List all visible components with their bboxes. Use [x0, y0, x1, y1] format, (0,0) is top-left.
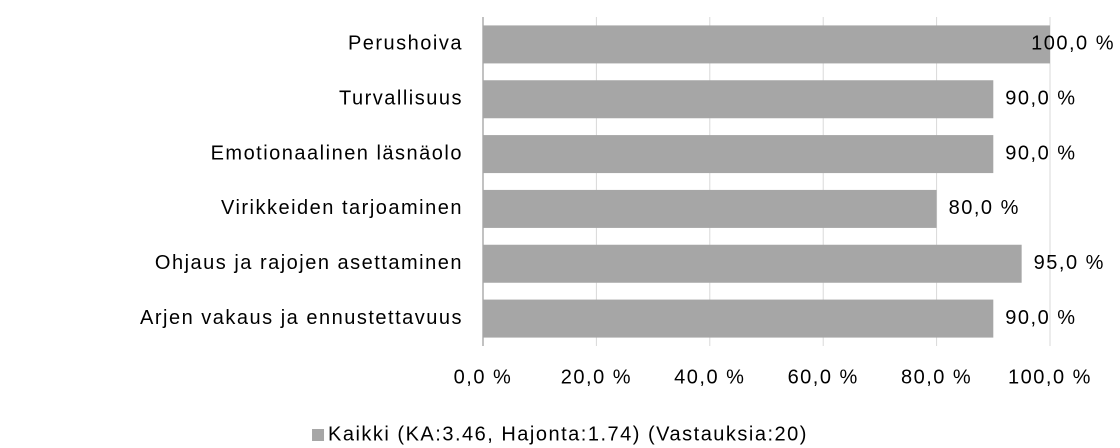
data-label: 90,0 % [1005, 142, 1076, 164]
bar [483, 299, 994, 338]
x-tick-label: 60,0 % [788, 366, 859, 388]
y-tick-label: Ohjaus ja rajojen asettaminen [155, 252, 463, 274]
legend-label: Kaikki (KA:3.46, Hajonta:1.74) (Vastauks… [328, 423, 808, 445]
data-label: 90,0 % [1005, 88, 1076, 110]
y-tick-label: Turvallisuus [339, 88, 463, 110]
bar [483, 80, 994, 119]
data-label: 95,0 % [1034, 252, 1105, 274]
x-tick-label: 80,0 % [901, 366, 972, 388]
data-label: 80,0 % [949, 197, 1020, 219]
bar [483, 189, 937, 228]
x-tick-label: 0,0 % [454, 366, 513, 388]
y-tick-label: Perushoiva [348, 33, 463, 55]
y-tick-label: Virikkeiden tarjoaminen [221, 197, 463, 219]
x-tick-label: 100,0 % [1008, 366, 1092, 388]
data-label: 100,0 % [1031, 33, 1115, 55]
y-tick-label: Arjen vakaus ja ennustettavuus [140, 307, 463, 329]
data-label: 90,0 % [1005, 307, 1076, 329]
legend-swatch [312, 429, 325, 441]
bar [483, 135, 994, 174]
x-tick-label: 20,0 % [561, 366, 632, 388]
bar [483, 244, 1022, 283]
x-tick-label: 40,0 % [674, 366, 745, 388]
y-tick-label: Emotionaalinen läsnäolo [211, 142, 463, 164]
bar [483, 25, 1050, 64]
